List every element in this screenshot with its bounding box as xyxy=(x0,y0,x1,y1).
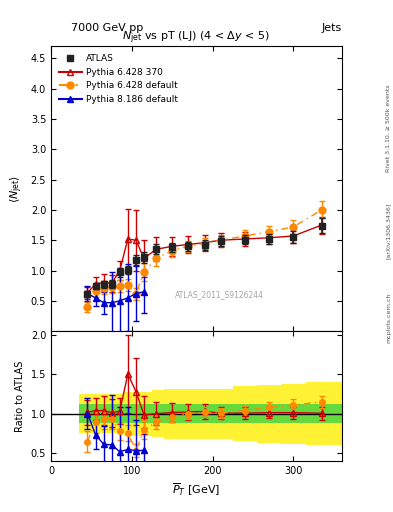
Text: [arXiv:1306.3436]: [arXiv:1306.3436] xyxy=(386,202,391,259)
Title: $N_{\rm jet}$ vs pT (LJ) (4 < $\Delta y$ < 5): $N_{\rm jet}$ vs pT (LJ) (4 < $\Delta y$… xyxy=(123,30,270,46)
Text: Rivet 3.1.10, ≥ 500k events: Rivet 3.1.10, ≥ 500k events xyxy=(386,84,391,172)
Text: ATLAS_2011_S9126244: ATLAS_2011_S9126244 xyxy=(175,290,264,299)
Y-axis label: $\langle N_{\rm jet} \rangle$: $\langle N_{\rm jet} \rangle$ xyxy=(9,175,25,203)
Legend: ATLAS, Pythia 6.428 370, Pythia 6.428 default, Pythia 8.186 default: ATLAS, Pythia 6.428 370, Pythia 6.428 de… xyxy=(55,51,182,108)
Text: mcplots.cern.ch: mcplots.cern.ch xyxy=(386,292,391,343)
Text: Jets: Jets xyxy=(321,23,342,33)
X-axis label: $\overline{P}_T$ [GeV]: $\overline{P}_T$ [GeV] xyxy=(173,481,220,498)
Text: 7000 GeV pp: 7000 GeV pp xyxy=(71,23,143,33)
Y-axis label: Ratio to ATLAS: Ratio to ATLAS xyxy=(15,360,25,432)
